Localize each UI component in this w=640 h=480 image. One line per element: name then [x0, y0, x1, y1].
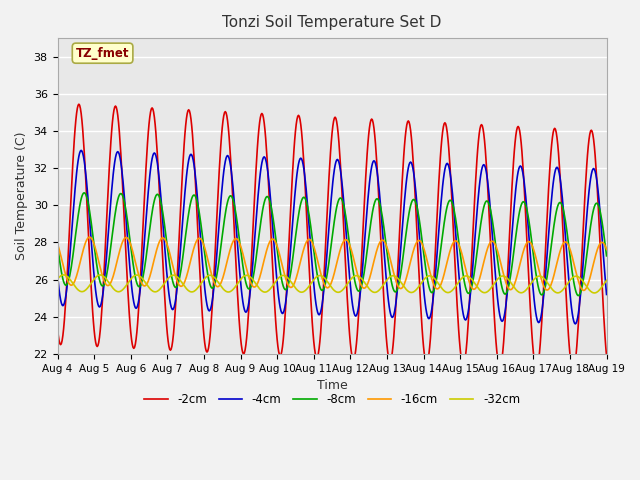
-2cm: [432, 240, 440, 246]
-16cm: [378, 238, 385, 243]
-16cm: [54, 241, 61, 247]
Line: -8cm: -8cm: [58, 193, 607, 296]
-2cm: [603, 353, 611, 359]
-2cm: [175, 243, 182, 249]
-16cm: [603, 247, 611, 252]
-16cm: [553, 260, 561, 266]
-16cm: [86, 234, 93, 240]
Line: -2cm: -2cm: [58, 104, 607, 371]
-8cm: [198, 233, 206, 239]
-4cm: [432, 268, 440, 274]
-4cm: [198, 260, 206, 265]
-16cm: [324, 285, 332, 290]
-4cm: [175, 268, 182, 274]
-16cm: [432, 285, 440, 291]
Legend: -2cm, -4cm, -8cm, -16cm, -32cm: -2cm, -4cm, -8cm, -16cm, -32cm: [140, 389, 525, 411]
-2cm: [324, 189, 332, 194]
-4cm: [572, 321, 579, 327]
-2cm: [54, 325, 61, 331]
-32cm: [175, 276, 182, 281]
-2cm: [569, 368, 577, 373]
-32cm: [60, 272, 67, 278]
-8cm: [81, 190, 88, 196]
X-axis label: Time: Time: [317, 379, 348, 392]
-8cm: [432, 280, 440, 286]
-8cm: [553, 206, 561, 212]
Text: TZ_fmet: TZ_fmet: [76, 47, 129, 60]
-32cm: [324, 280, 332, 286]
Line: -4cm: -4cm: [58, 150, 607, 324]
-32cm: [603, 277, 611, 283]
-2cm: [553, 135, 561, 141]
-4cm: [603, 292, 611, 298]
-2cm: [75, 101, 83, 107]
-8cm: [378, 210, 385, 216]
-16cm: [580, 288, 588, 293]
-32cm: [553, 290, 561, 296]
Y-axis label: Soil Temperature (C): Soil Temperature (C): [15, 132, 28, 260]
-32cm: [591, 290, 598, 296]
Title: Tonzi Soil Temperature Set D: Tonzi Soil Temperature Set D: [222, 15, 442, 30]
-8cm: [175, 278, 182, 284]
-4cm: [378, 216, 385, 222]
-16cm: [175, 282, 182, 288]
-32cm: [54, 276, 61, 282]
-4cm: [77, 147, 85, 153]
-4cm: [553, 164, 561, 170]
-2cm: [198, 313, 206, 319]
-8cm: [54, 242, 61, 248]
-32cm: [378, 284, 385, 290]
-8cm: [603, 253, 611, 259]
Line: -32cm: -32cm: [58, 275, 607, 293]
-8cm: [575, 293, 582, 299]
-2cm: [378, 253, 385, 259]
-4cm: [54, 272, 61, 278]
Line: -16cm: -16cm: [58, 237, 607, 290]
-8cm: [324, 264, 332, 270]
-32cm: [198, 278, 206, 284]
-4cm: [324, 234, 332, 240]
-32cm: [432, 277, 440, 283]
-16cm: [198, 239, 206, 244]
